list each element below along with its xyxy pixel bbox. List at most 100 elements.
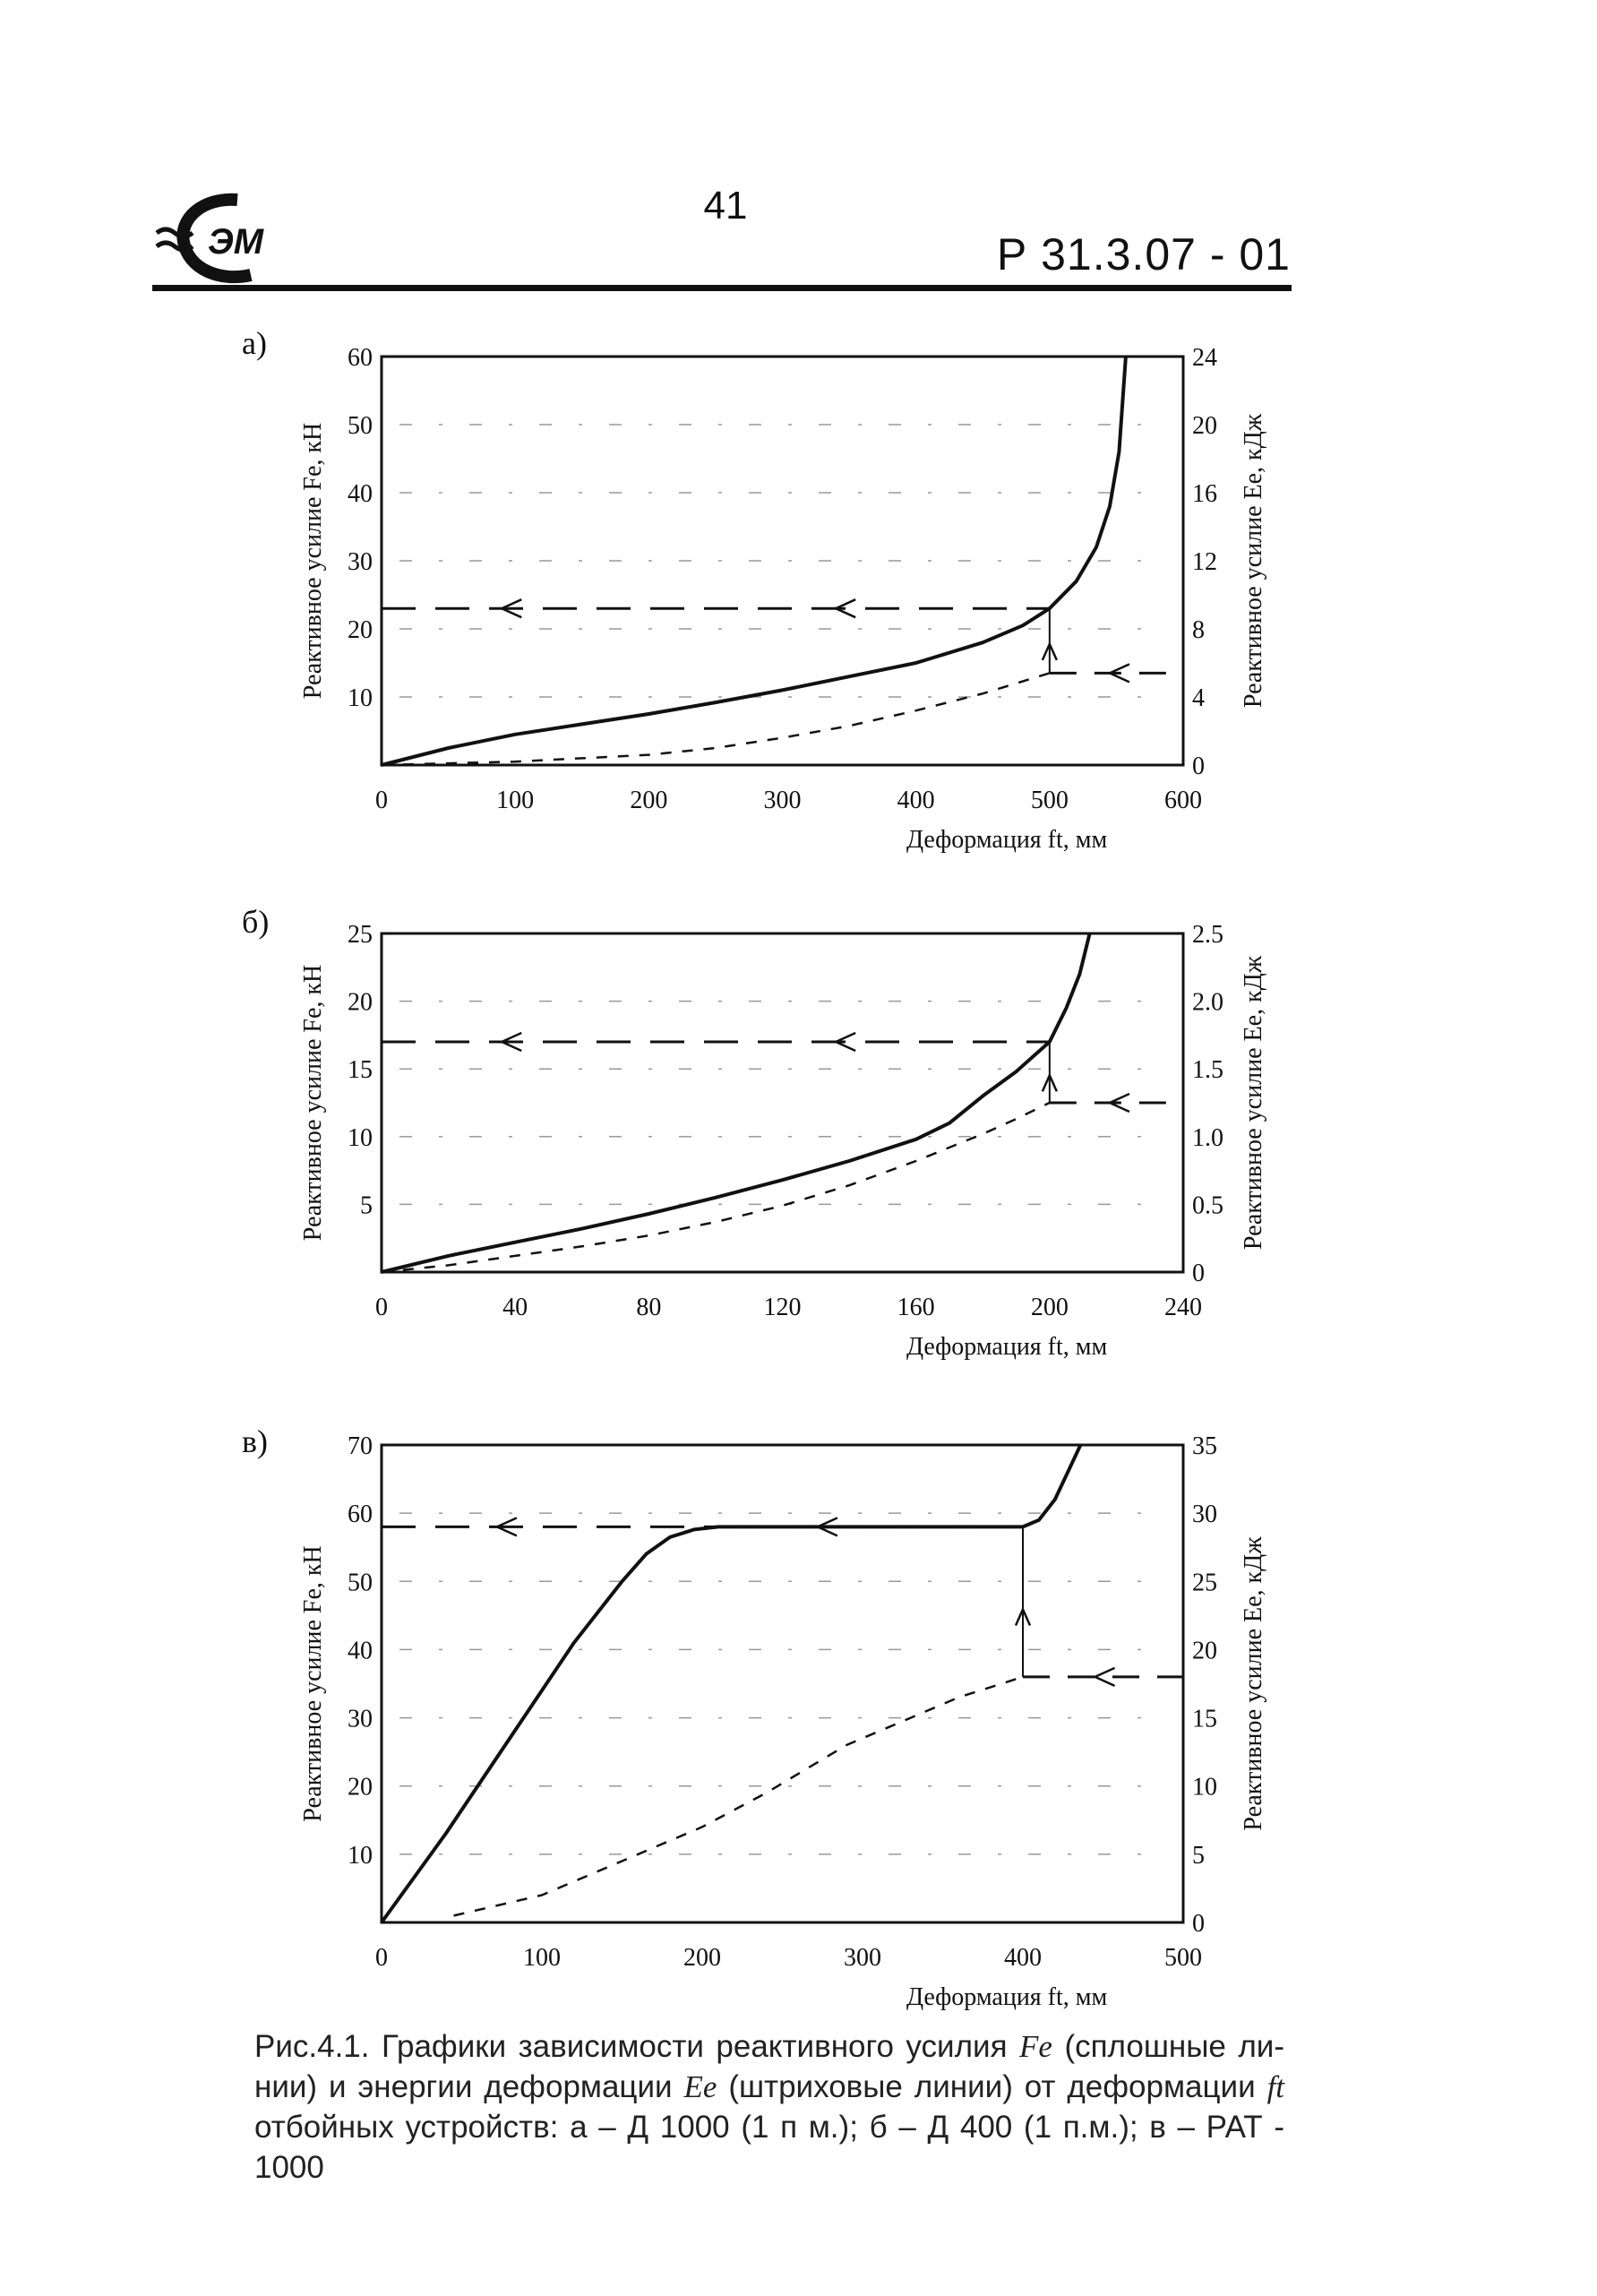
energy-curve	[381, 1101, 1051, 1274]
x-tick-label: 240	[1164, 1294, 1202, 1321]
x-tick-label: 100	[496, 787, 534, 814]
x-axis-label: Деформация ft, мм	[906, 826, 1108, 854]
arrow-left-icon	[1106, 1092, 1130, 1114]
arrow-left-icon	[1092, 1666, 1116, 1688]
y-right-axis-label: Реактивное усилие Ee, кДж	[1240, 1536, 1267, 1831]
y-left-tick-label: 10	[348, 1842, 373, 1870]
y-right-tick-label: 0	[1192, 752, 1205, 780]
x-tick-label: 200	[630, 787, 667, 814]
x-axis-label: Деформация ft, мм	[906, 1983, 1108, 2011]
y-left-tick-label: 20	[348, 616, 373, 644]
y-right-tick-label: 30	[1192, 1501, 1217, 1528]
x-tick-label: 0	[375, 1944, 388, 1972]
y-right-tick-label: 4	[1192, 684, 1205, 712]
arrow-up-icon	[1041, 641, 1058, 661]
panel-label-a: а)	[242, 325, 267, 361]
caption-text-1: Рис.4.1. Графики зависимости реактивного…	[254, 2029, 1008, 2064]
energy-curve	[453, 1675, 1024, 1917]
caption-text-4: отбойных устройств: а – Д 1000 (1 п м.);…	[254, 2110, 1284, 2185]
x-tick-label: 400	[1004, 1944, 1042, 1972]
arrow-up-icon	[1041, 1072, 1058, 1092]
y-right-tick-label: 20	[1192, 1637, 1217, 1664]
x-tick-label: 300	[844, 1944, 881, 1972]
y-right-tick-label: 16	[1192, 480, 1217, 508]
caption-symbol-energy: Ee	[683, 2069, 717, 2104]
y-right-tick-label: 1.0	[1192, 1124, 1224, 1152]
figure-caption: Рис.4.1. Графики зависимости реактивного…	[254, 2026, 1284, 2188]
y-left-tick-label: 60	[348, 1501, 373, 1528]
chart-a: 0 100 200 300 400 500 600 10 20 30 40 50 60 0 4 8 12 16 20…	[224, 330, 1299, 854]
x-tick-label: 600	[1164, 787, 1202, 814]
arrow-left-icon	[499, 598, 522, 619]
y-left-tick-label: 70	[348, 1432, 373, 1460]
arrow-left-icon	[833, 598, 856, 619]
x-tick-label: 500	[1164, 1944, 1202, 1972]
plot-frame	[380, 1443, 1185, 1924]
y-right-tick-label: 5	[1192, 1842, 1205, 1870]
arrow-left-icon	[814, 1517, 838, 1537]
y-left-tick-label: 30	[348, 548, 373, 576]
y-right-tick-label: 24	[1192, 344, 1217, 372]
y-right-tick-label: 20	[1192, 412, 1217, 440]
x-tick-label: 500	[1031, 787, 1069, 814]
y-left-axis-label: Реактивное усилие Fe, кН	[299, 423, 327, 699]
arrow-left-icon	[499, 1031, 522, 1053]
energy-curve	[381, 672, 1051, 767]
x-tick-label: 80	[636, 1294, 661, 1321]
chart-b: 0 40 80 120 160 200 240 5 10 15 20 25 0 0.5 1.0 1.5 2.0 2…	[224, 907, 1299, 1361]
y-right-tick-label: 0	[1192, 1910, 1205, 1938]
y-left-tick-label: 50	[348, 1569, 373, 1596]
panel-label-b: б)	[242, 904, 270, 940]
arrow-left-icon	[833, 1031, 856, 1053]
svg-text:ЭМ: ЭМ	[208, 222, 265, 262]
y-left-tick-label: 60	[348, 344, 373, 372]
force-curve	[381, 933, 1092, 1274]
y-right-tick-label: 1.5	[1192, 1056, 1224, 1084]
y-left-tick-label: 10	[348, 684, 373, 712]
caption-symbol-force: Fe	[1019, 2029, 1052, 2064]
x-tick-label: 120	[764, 1294, 802, 1321]
y-right-tick-label: 12	[1192, 548, 1217, 576]
y-left-tick-label: 20	[348, 1774, 373, 1802]
y-left-tick-label: 30	[348, 1706, 373, 1733]
x-tick-label: 200	[683, 1944, 721, 1972]
y-right-tick-label: 25	[1192, 1569, 1217, 1596]
force-curve	[380, 1444, 1083, 1924]
y-right-tick-label: 0	[1192, 1260, 1205, 1287]
x-axis-label: Деформация ft, мм	[906, 1333, 1108, 1361]
plot-frame	[380, 355, 1185, 767]
y-left-tick-label: 40	[348, 1637, 373, 1664]
arrow-up-icon	[1014, 1606, 1032, 1627]
y-left-axis-label: Реактивное усилие Fe, кН	[299, 965, 327, 1241]
header-rule	[152, 285, 1292, 291]
y-right-tick-label: 2.0	[1192, 989, 1224, 1017]
y-left-tick-label: 15	[348, 1056, 373, 1084]
y-left-tick-label: 20	[348, 989, 373, 1017]
arrow-left-icon	[1106, 663, 1130, 684]
document-code: Р 31.3.07 - 01	[996, 229, 1291, 279]
y-right-tick-label: 2.5	[1192, 921, 1224, 949]
y-left-tick-label: 25	[348, 921, 373, 949]
x-tick-label: 100	[523, 1944, 561, 1972]
x-tick-label: 40	[502, 1294, 528, 1321]
y-left-tick-label: 5	[360, 1191, 373, 1219]
y-right-tick-label: 35	[1192, 1432, 1217, 1460]
y-right-tick-label: 0.5	[1192, 1191, 1224, 1219]
y-right-tick-label: 8	[1192, 616, 1205, 644]
y-right-axis-label: Реактивное усилие Ee, кДж	[1240, 413, 1267, 708]
arrow-left-icon	[494, 1517, 518, 1537]
x-tick-label: 0	[375, 787, 388, 814]
plot-frame	[380, 932, 1185, 1274]
page-number: 41	[703, 184, 748, 228]
x-tick-label: 200	[1031, 1294, 1069, 1321]
x-tick-label: 300	[764, 787, 802, 814]
y-right-axis-label: Реактивное усилие Ee, кДж	[1240, 955, 1267, 1250]
x-tick-label: 400	[897, 787, 935, 814]
panel-label-c: в)	[242, 1423, 268, 1459]
y-left-tick-label: 50	[348, 412, 373, 440]
x-tick-label: 160	[897, 1294, 935, 1321]
y-left-axis-label: Реактивное усилие Fe, кН	[299, 1545, 327, 1821]
y-left-tick-label: 40	[348, 480, 373, 508]
y-left-tick-label: 10	[348, 1124, 373, 1152]
caption-symbol-deformation: ft	[1266, 2069, 1285, 2104]
